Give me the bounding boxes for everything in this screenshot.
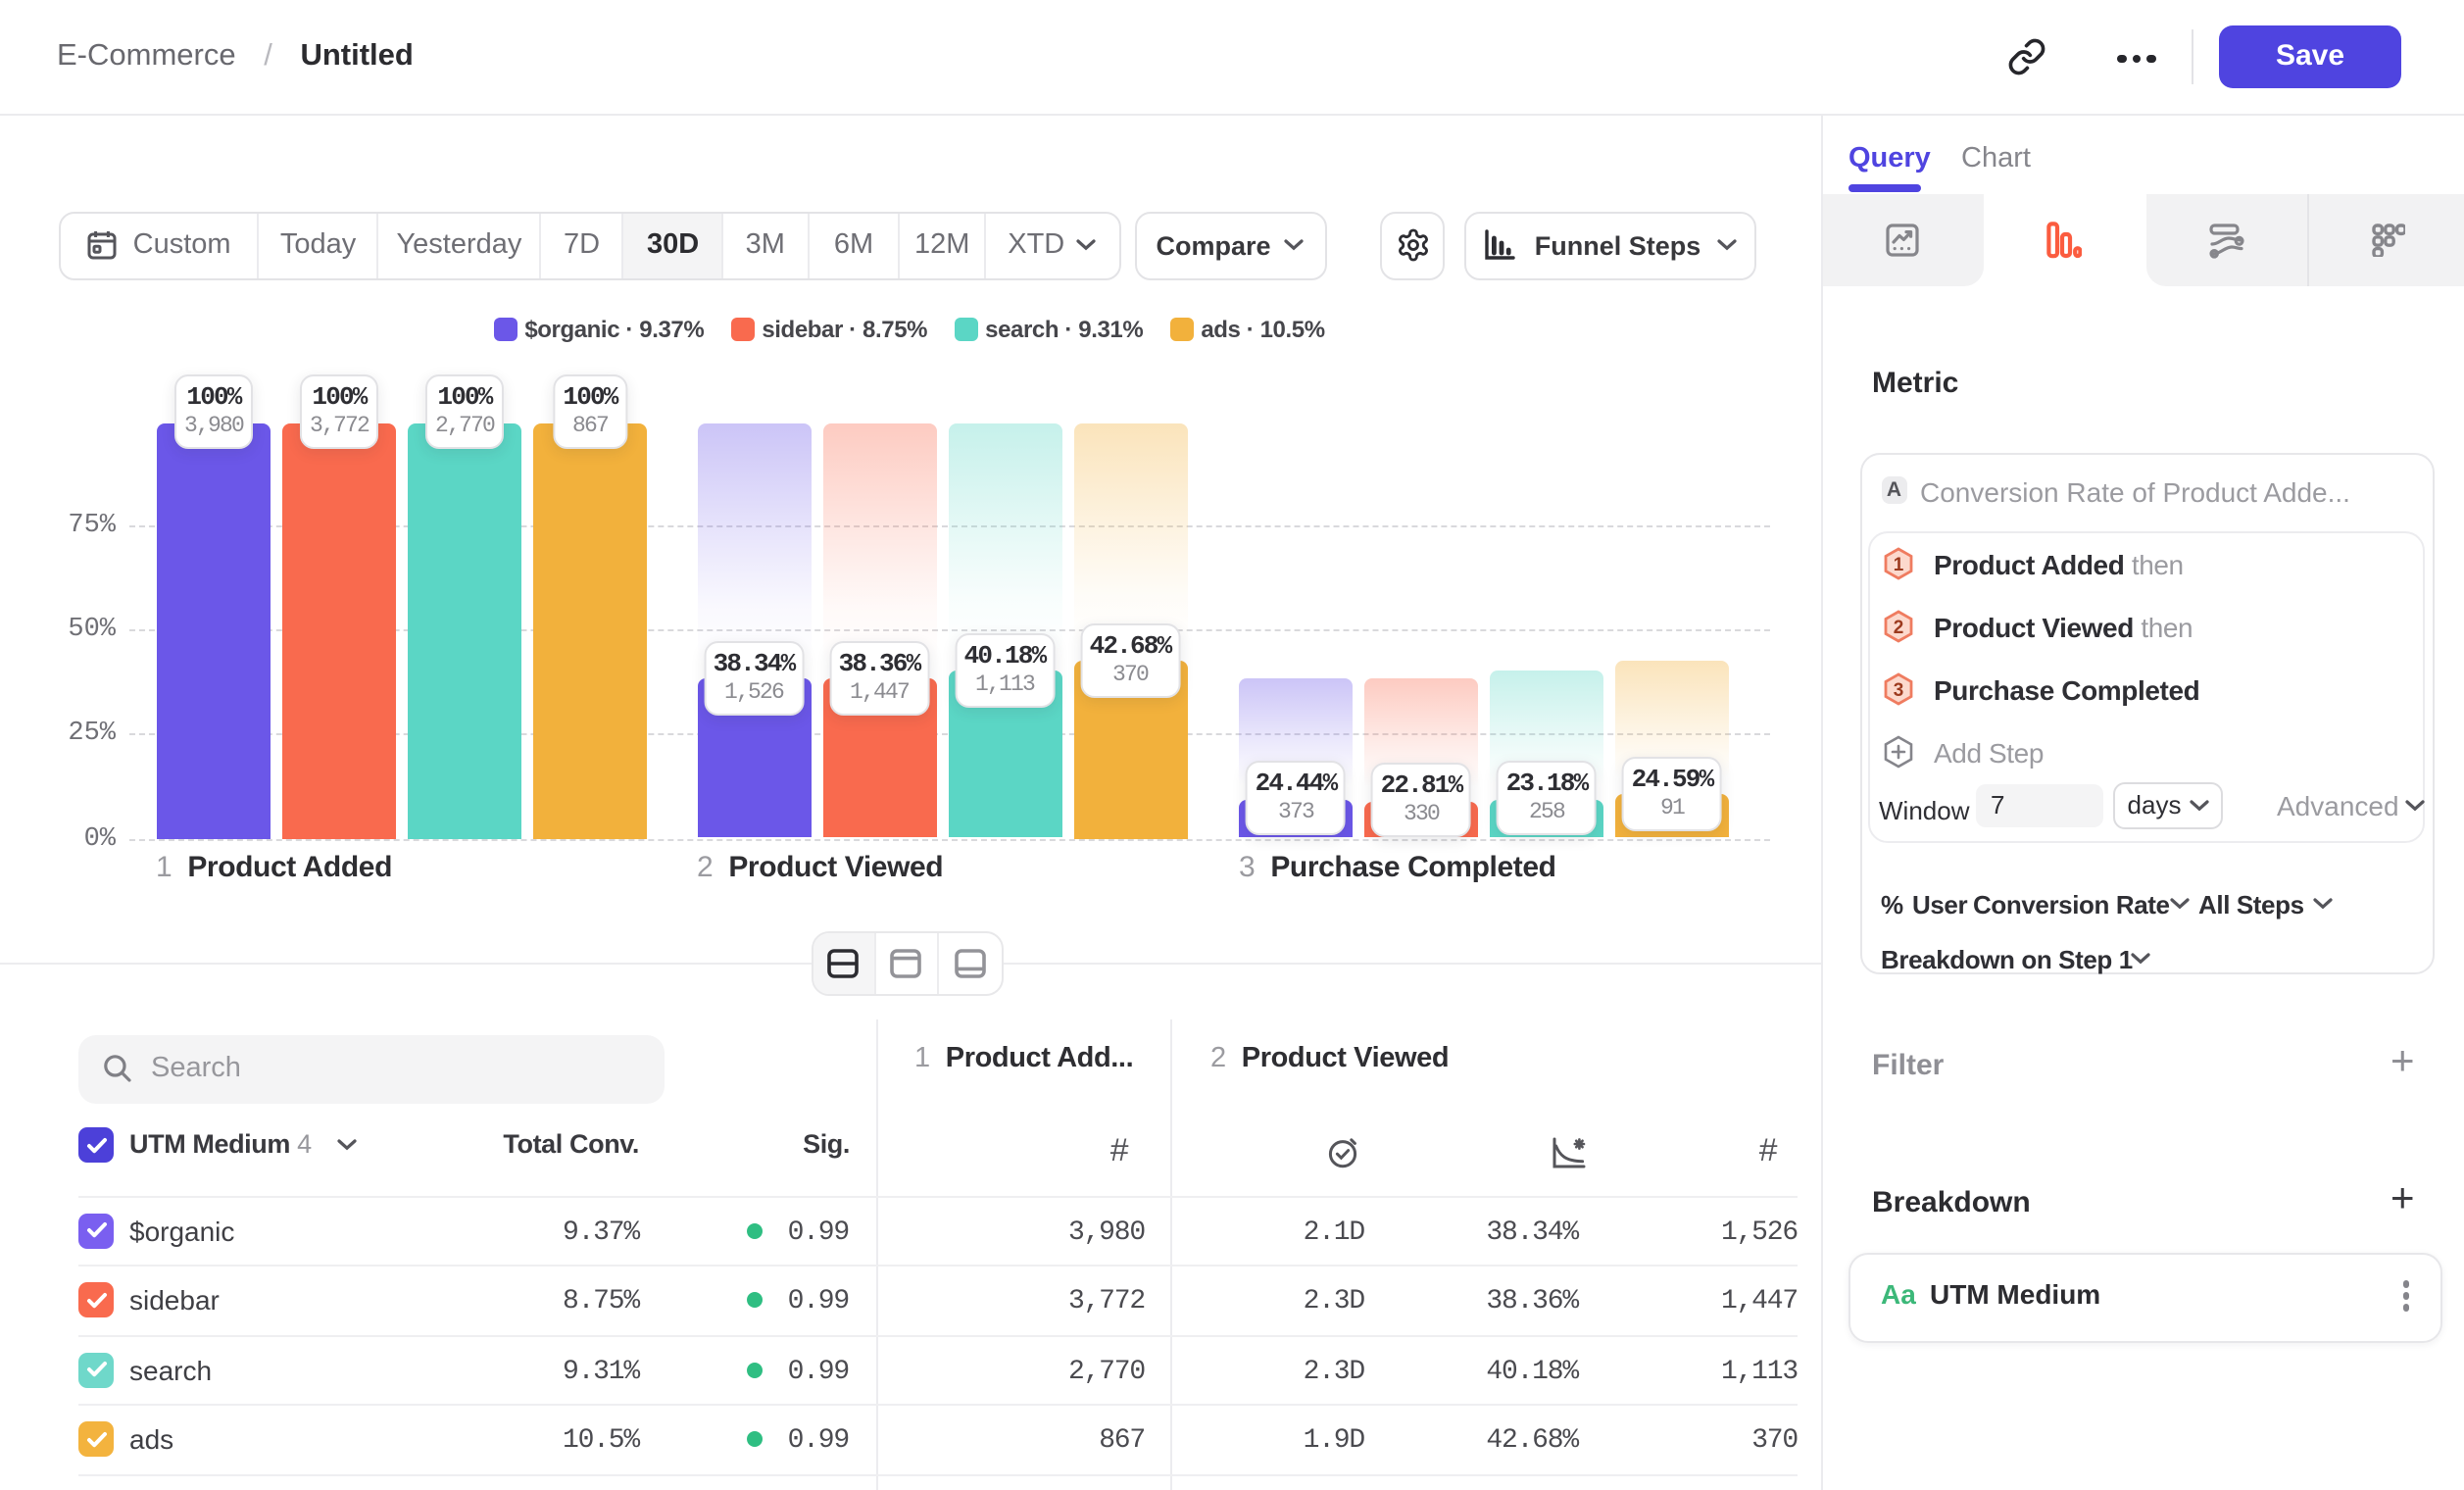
svg-text:1: 1 bbox=[1893, 555, 1903, 575]
svg-text:3: 3 bbox=[1893, 680, 1903, 701]
svg-text:2: 2 bbox=[1893, 618, 1903, 638]
